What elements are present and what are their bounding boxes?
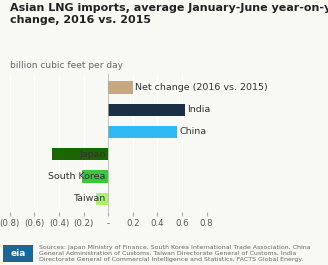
Bar bbox=[108, 104, 184, 116]
Text: Asian LNG imports, average January-June year-on-year
change, 2016 vs. 2015: Asian LNG imports, average January-June … bbox=[10, 3, 328, 25]
Text: South Korea: South Korea bbox=[49, 172, 106, 181]
Bar bbox=[108, 81, 133, 94]
Bar bbox=[82, 170, 108, 183]
Text: India: India bbox=[187, 105, 210, 114]
Bar bbox=[52, 148, 108, 160]
Text: eia: eia bbox=[10, 249, 26, 258]
Text: Sources: Japan Ministry of Finance, South Korea International Trade Association,: Sources: Japan Ministry of Finance, Sout… bbox=[39, 245, 311, 262]
Text: billion cubic feet per day: billion cubic feet per day bbox=[10, 61, 123, 70]
Text: Net change (2016 vs. 2015): Net change (2016 vs. 2015) bbox=[135, 83, 268, 92]
Bar bbox=[108, 126, 177, 138]
Text: Japan: Japan bbox=[79, 150, 106, 159]
Bar bbox=[96, 193, 108, 205]
Text: Taiwan: Taiwan bbox=[73, 194, 106, 203]
Text: China: China bbox=[180, 127, 207, 136]
